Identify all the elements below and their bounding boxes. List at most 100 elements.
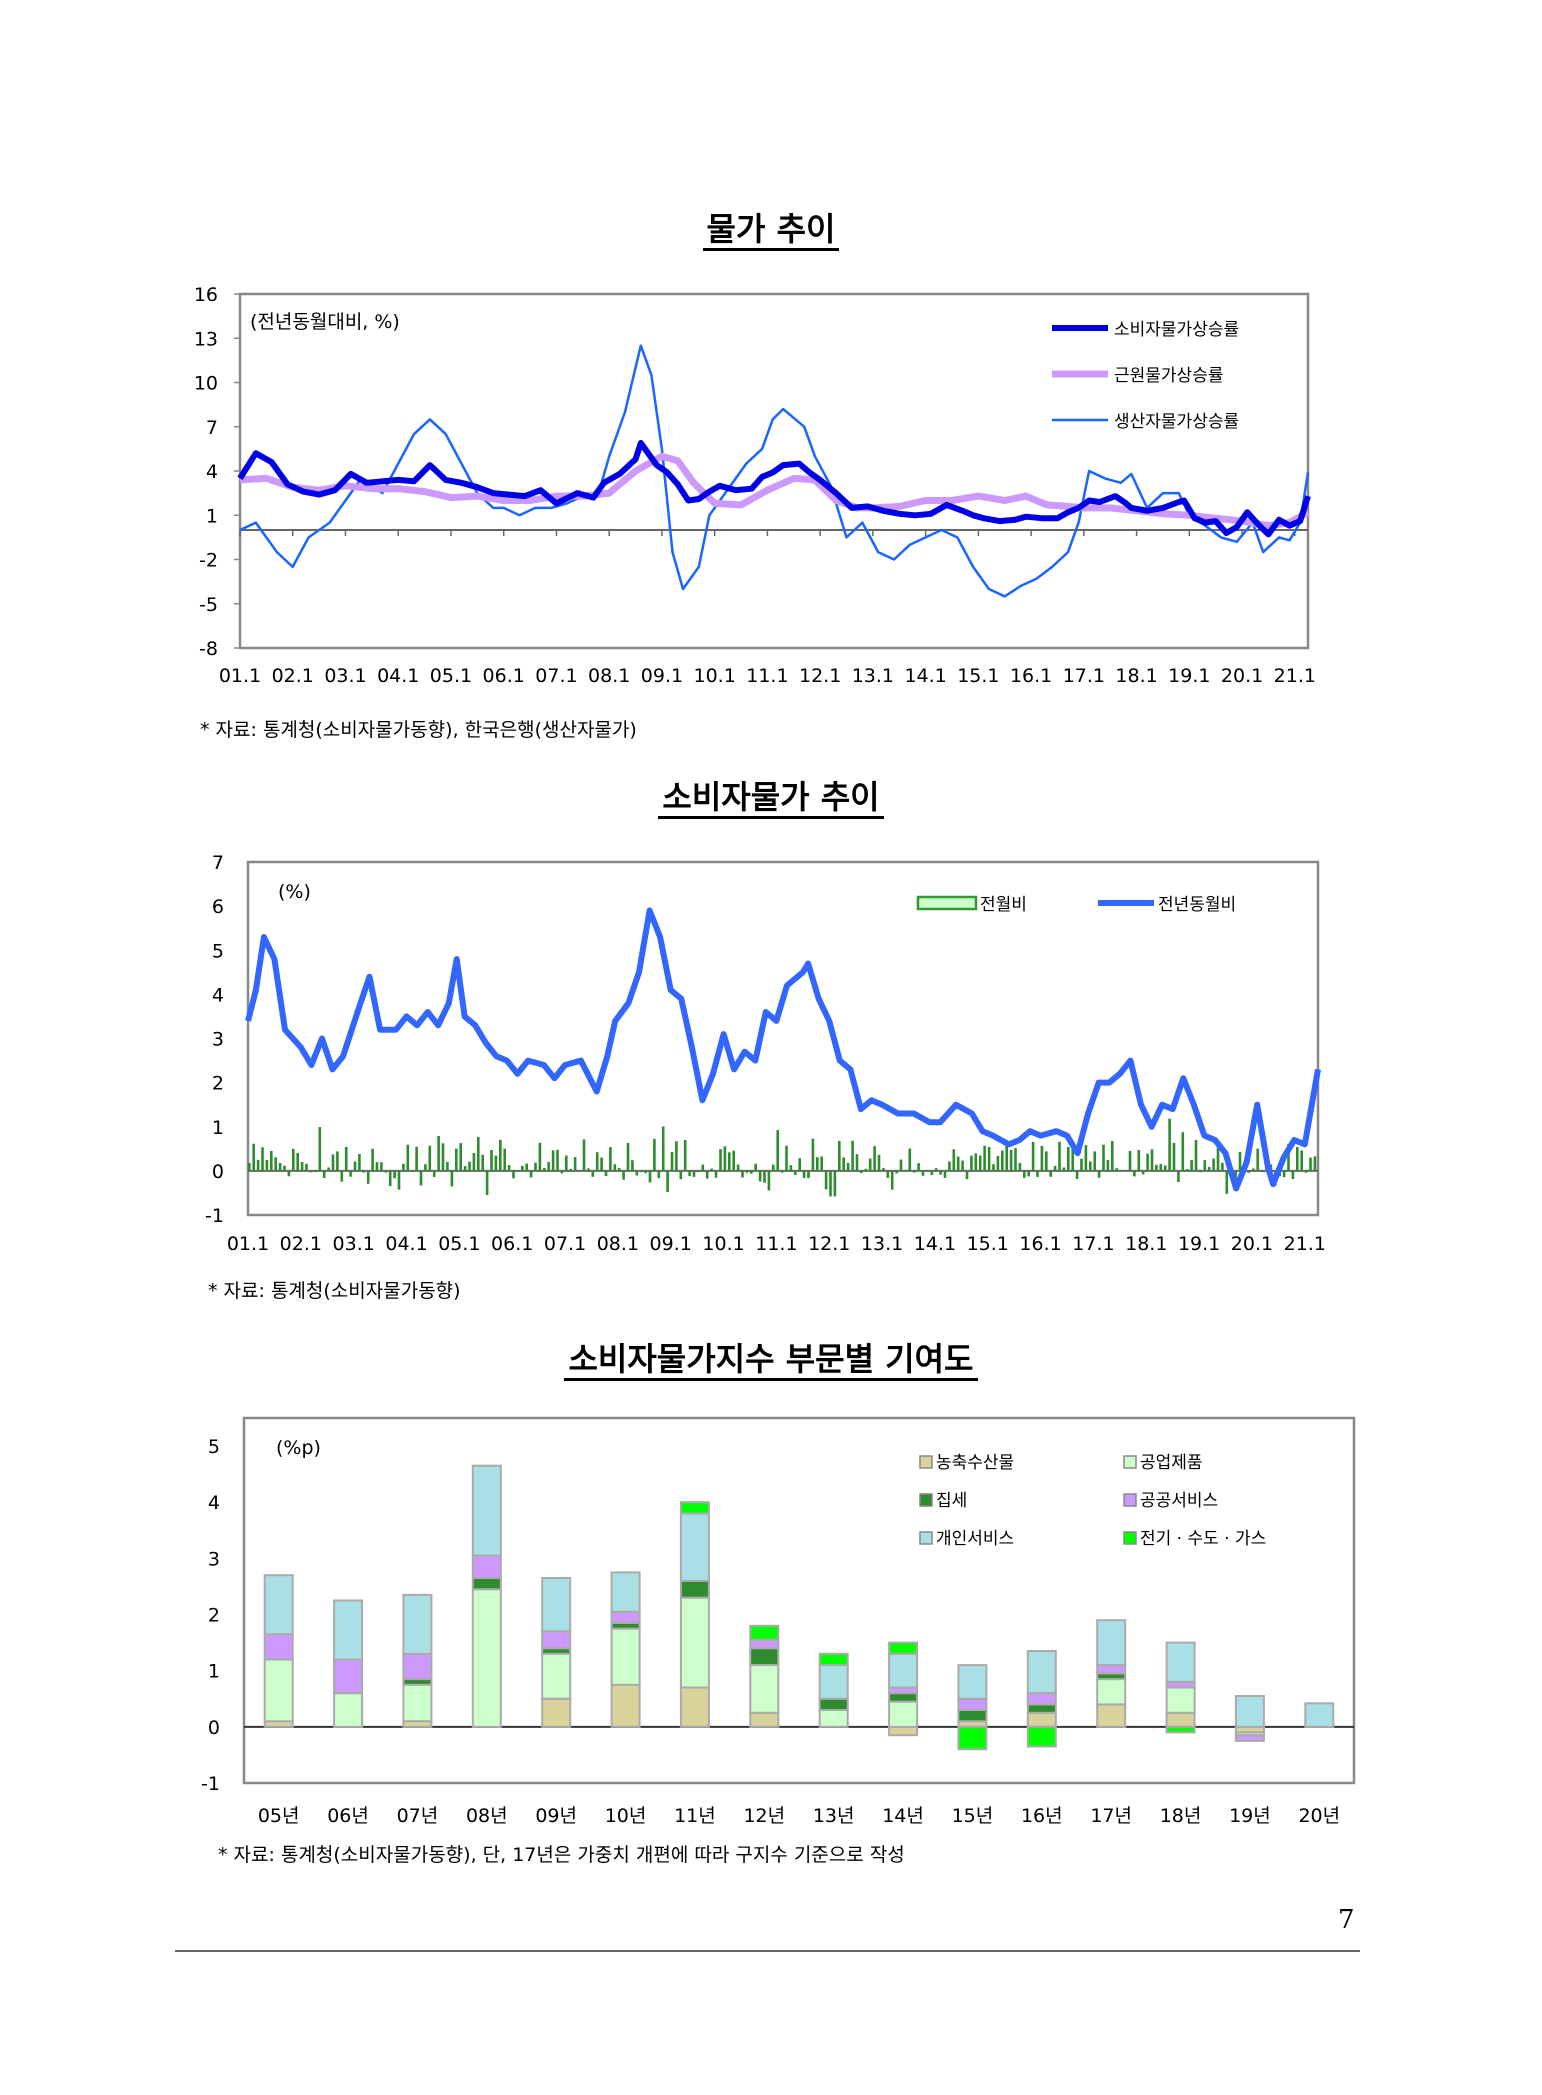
chart2-bar xyxy=(653,1138,656,1171)
chart2-y-tick-label: 4 xyxy=(212,984,224,1006)
chart2-bar xyxy=(970,1155,973,1171)
chart2-bar xyxy=(1185,1169,1189,1171)
chart3-bar-segment xyxy=(471,1464,502,1557)
chart2-bar xyxy=(366,1170,370,1184)
chart3-bar-segment xyxy=(610,1683,641,1728)
chart3-bar-segment xyxy=(679,1512,710,1582)
chart2-bar xyxy=(877,1154,881,1171)
chart2-bar xyxy=(754,1163,757,1171)
chart2-bar xyxy=(873,1146,876,1171)
chart2-bar xyxy=(278,1163,282,1171)
chart3-y-tick-label: 4 xyxy=(208,1492,220,1514)
chart2-bar xyxy=(432,1170,436,1177)
chart2-bar xyxy=(1058,1141,1061,1171)
chart2-bar xyxy=(397,1170,401,1190)
chart2-bar xyxy=(1040,1145,1044,1171)
chart2-source: * 자료: 통계청(소비자물가동향) xyxy=(208,1280,461,1302)
chart3-x-tick-label: 19년 xyxy=(1229,1805,1271,1827)
chart1-y-tick-label: -8 xyxy=(199,638,218,660)
chart3-legend-swatch xyxy=(919,1531,933,1545)
chart2-bar xyxy=(1150,1149,1154,1171)
chart2-bar xyxy=(934,1168,938,1171)
chart2-bar xyxy=(807,1170,810,1179)
chart3-bar-segment xyxy=(1026,1711,1057,1728)
chart3-x-tick-label: 05년 xyxy=(258,1805,300,1827)
chart2-bar xyxy=(838,1141,841,1171)
chart2-bar xyxy=(472,1153,476,1171)
chart2-bar xyxy=(965,1170,969,1180)
chart3-bar-segment xyxy=(610,1627,641,1686)
chart3-bar-segment xyxy=(1026,1650,1057,1695)
chart2-bar xyxy=(732,1150,735,1171)
chart2-bar xyxy=(560,1170,564,1174)
chart2-x-tick-label: 20.1 xyxy=(1231,1233,1273,1255)
chart2-bar xyxy=(1203,1160,1207,1171)
chart2-x-tick-label: 12.1 xyxy=(808,1233,850,1255)
chart2-x-tick-label: 04.1 xyxy=(385,1233,427,1255)
chart2-bar xyxy=(745,1170,749,1173)
chart1-legend-label: 생산자물가상승률 xyxy=(1114,412,1239,432)
chart3-bar-segment xyxy=(541,1652,572,1700)
chart2-bar xyxy=(1128,1151,1132,1171)
chart2-y-tick-label: -1 xyxy=(205,1205,224,1227)
chart1-y-tick-label: 1 xyxy=(206,505,218,527)
chart2-bar xyxy=(1102,1144,1105,1171)
chart2-bar xyxy=(499,1139,502,1171)
chart2-bar xyxy=(441,1143,445,1171)
chart2-bar xyxy=(393,1170,396,1179)
chart2-x-tick-label: 08.1 xyxy=(597,1233,639,1255)
chart3-bar-segment xyxy=(402,1652,433,1681)
chart2-bar xyxy=(785,1145,788,1171)
chart2-bar xyxy=(1089,1161,1092,1171)
chart1-x-tick-label: 01.1 xyxy=(219,665,261,687)
chart2-bar xyxy=(468,1161,471,1171)
chart1-legend-label: 근원물가상승률 xyxy=(1114,366,1223,386)
chart3-bar-segment xyxy=(1165,1725,1196,1734)
chart2-bar xyxy=(463,1166,467,1171)
chart2-bar xyxy=(692,1170,696,1177)
chart2-bar xyxy=(481,1154,484,1171)
chart2-bar xyxy=(1001,1150,1004,1171)
chart2-bar xyxy=(529,1170,533,1178)
chart2-bar xyxy=(1115,1168,1118,1171)
chart2-bar xyxy=(1146,1153,1149,1171)
chart2-bar xyxy=(547,1162,550,1171)
chart2-bar xyxy=(565,1155,568,1171)
chart2-bar xyxy=(595,1152,599,1171)
chart2-x-tick-label: 05.1 xyxy=(438,1233,480,1255)
chart3-bar-segment xyxy=(1165,1641,1196,1683)
chart2-bar xyxy=(908,1148,912,1171)
chart2-bar xyxy=(1014,1148,1017,1171)
chart2-unit-note: (%) xyxy=(278,881,311,903)
chart2-bar xyxy=(582,1139,586,1171)
chart2-bar xyxy=(1168,1118,1171,1171)
chart2-bar xyxy=(296,1153,299,1171)
chart2-x-tick-label: 09.1 xyxy=(650,1233,692,1255)
chart2-y-tick-label: 5 xyxy=(212,940,224,962)
chart2-bar xyxy=(362,1170,366,1173)
chart3-bar-segment xyxy=(1165,1711,1196,1728)
chart1-y-tick-label: 4 xyxy=(206,461,218,483)
chart3-bar-segment xyxy=(610,1571,641,1613)
chart2-bar xyxy=(402,1163,405,1171)
chart2-bar xyxy=(604,1170,608,1177)
chart3-x-tick-label: 06년 xyxy=(327,1805,369,1827)
chart2-bar xyxy=(388,1170,392,1187)
chart2-bar xyxy=(1225,1170,1229,1194)
chart2-bar xyxy=(736,1164,740,1171)
chart3-bar-segment xyxy=(263,1574,294,1636)
chart2-bar xyxy=(1005,1145,1008,1171)
chart3-bar-segment xyxy=(749,1624,780,1641)
chart2-bar xyxy=(322,1170,326,1179)
chart2-bar xyxy=(661,1126,665,1171)
chart2-bar xyxy=(1159,1164,1163,1171)
chart2-bar xyxy=(512,1170,515,1179)
chart2-bar xyxy=(1287,1143,1290,1171)
chart2-bar xyxy=(1238,1151,1242,1171)
chart2-bar xyxy=(728,1152,731,1171)
chart2-bar xyxy=(406,1144,410,1171)
chart3-bar-segment xyxy=(541,1697,572,1728)
chart2-bar xyxy=(1093,1151,1096,1171)
chart3-bar-segment xyxy=(749,1664,780,1714)
chart2-bar xyxy=(780,1170,784,1173)
